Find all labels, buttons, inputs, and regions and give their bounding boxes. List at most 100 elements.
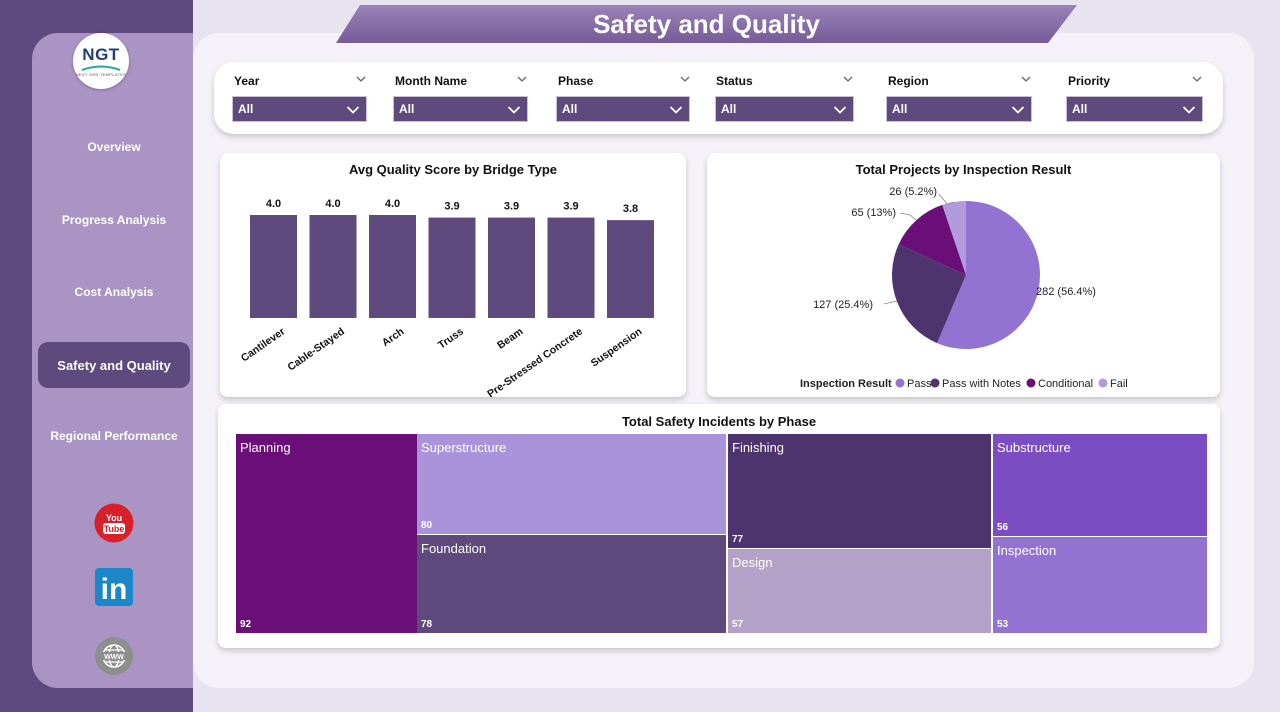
month-name-dropdown[interactable]: All: [391, 94, 530, 124]
linkedin-icon[interactable]: in: [94, 567, 134, 607]
legend-marker[interactable]: [1026, 378, 1036, 388]
priority-filter-label: Priority: [1068, 74, 1111, 88]
bar-data-label: 3.9: [504, 201, 519, 213]
sidebar-item-overview[interactable]: Overview: [38, 124, 190, 170]
pie-leader-line: [899, 212, 917, 221]
treemap-card: Total Safety Incidents by Phase Planning…: [218, 404, 1220, 648]
pie-leader-line: [1031, 289, 1040, 293]
chevron-down-icon[interactable]: [1020, 74, 1032, 84]
logo-swoosh-icon: [81, 65, 121, 71]
bar-data-label: 3.9: [563, 201, 578, 213]
treemap-cell-value: 57: [732, 619, 744, 630]
pie-slice-pass-with-notes[interactable]: [892, 244, 966, 344]
pie-slice-fail[interactable]: [942, 201, 966, 275]
region-filter-label: Region: [888, 74, 929, 88]
linkedin-text: in: [101, 573, 128, 606]
bar-pre-stressed-concrete[interactable]: [547, 217, 595, 318]
treemap-cell-label: Planning: [240, 440, 291, 455]
chevron-down-icon[interactable]: [516, 74, 528, 84]
bar-chart: 4.0 Cantilever 4.0 Cable-Stayed 4.0 Arch 3.9 Tr…: [239, 198, 654, 397]
website-globe-icon[interactable]: WWW: [94, 636, 134, 676]
treemap-cell-label: Finishing: [732, 440, 785, 455]
youtube-text-top: You: [106, 513, 122, 523]
sidebar-item-label: Progress Analysis: [61, 213, 167, 227]
sidebar-item-regional-performance[interactable]: Regional Performance: [38, 413, 190, 459]
treemap-cell-inspection[interactable]: Inspection 53: [993, 537, 1207, 633]
sidebar-item-label: Overview: [87, 140, 141, 154]
x-tick-label: Pre-Stressed Concrete: [485, 325, 585, 397]
sidebar-item-label: Safety and Quality: [57, 357, 171, 373]
treemap-cell-label: Foundation: [421, 541, 487, 556]
legend-entry[interactable]: Pass: [907, 378, 932, 390]
treemap-title: Total Safety Incidents by Phase: [621, 414, 817, 429]
pie-leader-line: [938, 193, 955, 205]
phase-dropdown[interactable]: All: [554, 94, 692, 124]
legend-marker[interactable]: [895, 378, 905, 388]
logo-subtext: NEXT GEN TEMPLATES: [75, 71, 127, 77]
treemap-cell-value: 77: [732, 534, 744, 545]
sidebar-item-label: Cost Analysis: [74, 285, 154, 299]
chevron-down-icon: [507, 106, 521, 114]
priority-dropdown-value: All: [1072, 102, 1088, 116]
legend-entry[interactable]: Fail: [1110, 378, 1128, 390]
bar-chart-card: Avg Quality Score by Bridge Type 4.0 Cant…: [220, 153, 686, 397]
bar-beam[interactable]: [488, 217, 535, 318]
treemap-cell-value: 80: [421, 520, 433, 531]
x-tick-label: Truss: [436, 325, 466, 351]
pie-data-label: 26 (5.2%): [889, 186, 937, 198]
sidebar-item-safety-and-quality[interactable]: Safety and Quality: [38, 342, 190, 388]
bar-arch[interactable]: [369, 215, 416, 318]
youtube-icon[interactable]: You Tube: [94, 503, 134, 543]
chevron-down-icon: [346, 106, 360, 114]
sidebar-item-progress-analysis[interactable]: Progress Analysis: [38, 197, 190, 243]
legend-marker[interactable]: [1098, 378, 1108, 388]
treemap-cell-finishing[interactable]: Finishing 77: [728, 434, 991, 548]
sidebar-item-label: Regional Performance: [50, 429, 178, 443]
bar-data-label: 4.0: [266, 198, 281, 210]
treemap-cell-value: 92: [240, 619, 252, 630]
sidebar-item-cost-analysis[interactable]: Cost Analysis: [38, 269, 190, 315]
priority-dropdown[interactable]: All: [1064, 94, 1205, 124]
x-tick-label: Suspension: [589, 326, 645, 370]
pie-slice-pass[interactable]: [937, 201, 1040, 349]
treemap-cell-label: Substructure: [997, 440, 1071, 455]
bar-data-label: 3.9: [444, 201, 459, 213]
chevron-down-icon: [669, 106, 683, 114]
treemap-cell-superstructure[interactable]: Superstructure 80: [417, 434, 726, 534]
chevron-down-icon[interactable]: [355, 74, 367, 84]
year-dropdown[interactable]: All: [230, 94, 369, 124]
x-tick-label: Arch: [380, 326, 406, 350]
treemap-cell-planning[interactable]: Planning 92: [236, 434, 417, 633]
chevron-down-icon[interactable]: [679, 74, 691, 84]
chevron-down-icon: [833, 106, 847, 114]
logo-text: NGT: [82, 44, 120, 64]
legend-entry[interactable]: Conditional: [1038, 378, 1093, 390]
pie-slice-conditional[interactable]: [898, 204, 966, 275]
treemap-cell-label: Design: [732, 555, 773, 570]
bar-cantilever[interactable]: [250, 215, 297, 318]
pie-leader-line: [883, 300, 898, 305]
treemap-cell-design[interactable]: Design 57: [728, 549, 991, 633]
phase-dropdown-value: All: [562, 102, 578, 116]
chevron-down-icon[interactable]: [1191, 74, 1203, 84]
region-dropdown[interactable]: All: [884, 94, 1034, 124]
chevron-down-icon: [1011, 106, 1025, 114]
ngt-logo[interactable]: NGT NEXT GEN TEMPLATES: [73, 33, 129, 89]
year-dropdown-value: All: [238, 102, 254, 116]
bar-data-label: 4.0: [385, 198, 400, 210]
legend-marker[interactable]: [930, 378, 940, 388]
treemap-cell-foundation[interactable]: Foundation 78: [417, 535, 726, 633]
status-dropdown-value: All: [721, 102, 737, 116]
bar-suspension[interactable]: [607, 220, 654, 318]
month-name-dropdown-value: All: [399, 102, 415, 116]
bottom-band: [193, 688, 1280, 712]
treemap-cell-value: 56: [997, 522, 1009, 533]
treemap-cell-substructure[interactable]: Substructure 56: [993, 434, 1207, 536]
treemap-cell-value: 53: [997, 619, 1009, 630]
chevron-down-icon[interactable]: [842, 74, 854, 84]
status-dropdown[interactable]: All: [713, 94, 856, 124]
legend-entry[interactable]: Pass with Notes: [942, 378, 1021, 390]
treemap-cell-label: Superstructure: [421, 440, 507, 455]
bar-truss[interactable]: [428, 217, 476, 318]
bar-cable-stayed[interactable]: [309, 215, 357, 318]
